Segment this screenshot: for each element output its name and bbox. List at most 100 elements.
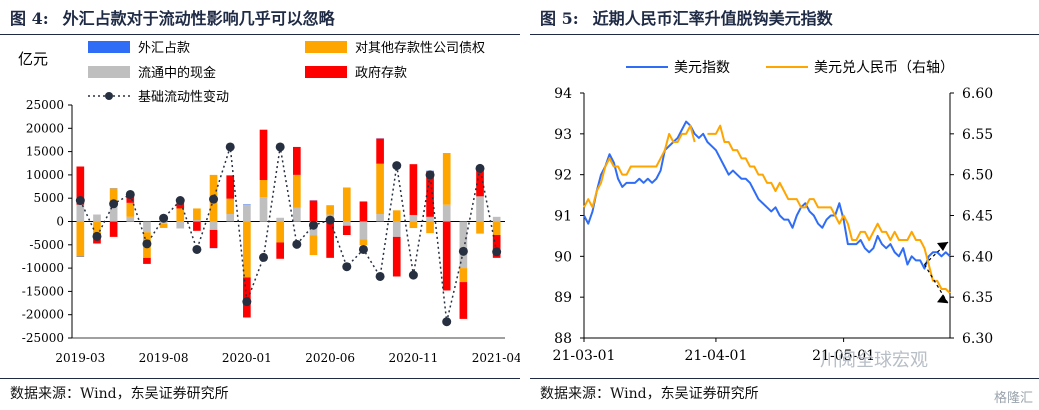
x-tick-label-0: 21-03-01 — [553, 348, 616, 364]
bar-fiscal-8 — [209, 229, 218, 249]
usdcny-line-segment-1 — [707, 124, 951, 294]
figure-4-bottom-rule — [0, 378, 520, 379]
bar-currency-22 — [442, 204, 451, 222]
bar-currency-10 — [243, 204, 251, 222]
bar-corp-bonds-2 — [109, 188, 118, 205]
bar-fiscal-9 — [226, 175, 235, 199]
left-y-tick-label-1: 89 — [554, 290, 572, 306]
bar-fiscal-18 — [376, 138, 384, 164]
base-liquidity-point-18 — [375, 271, 385, 281]
y-axis-unit-label: 亿元 — [18, 50, 48, 68]
bar-fiscal-19 — [392, 236, 401, 277]
base-liquidity-point-16 — [342, 262, 352, 272]
bar-corp-bonds-1 — [93, 221, 101, 234]
right-y-tick-label-3: 6.45 — [962, 209, 993, 225]
figure-4-number: 图 4: — [10, 9, 49, 28]
bar-corp-bonds-10 — [243, 221, 251, 278]
base-liquidity-point-9 — [225, 142, 235, 152]
bar-fiscal-0 — [76, 166, 85, 205]
bar-corp-bonds-20 — [409, 221, 418, 229]
base-liquidity-point-21 — [425, 170, 435, 180]
bar-currency-13 — [292, 207, 301, 222]
base-liquidity-point-14 — [308, 220, 318, 230]
bar-currency-11 — [259, 197, 268, 222]
bar-fiscal-24 — [476, 169, 484, 197]
left-y-tick-label-5: 93 — [554, 127, 572, 143]
bar-currency-16 — [342, 221, 351, 226]
y-tick-label-8: -15000 — [22, 284, 64, 298]
base-liquidity-point-8 — [209, 194, 219, 204]
bar-currency-21 — [426, 216, 434, 222]
bar-currency-24 — [476, 196, 484, 222]
legend-label-line: 基础流动性变动 — [138, 89, 229, 105]
base-liquidity-point-25 — [492, 247, 502, 257]
legend-swatch-line-dot — [105, 92, 113, 100]
bar-corp-bonds-6 — [176, 208, 185, 222]
bar-currency-1 — [93, 214, 101, 222]
bar-currency-8 — [209, 221, 218, 230]
bar-fiscal-20 — [409, 164, 418, 215]
y-tick-label-9: -20000 — [22, 308, 64, 322]
bar-corp-bonds-14 — [309, 235, 318, 256]
x-tick-label-0: 2019-03 — [55, 351, 105, 365]
bar-currency-19 — [392, 221, 401, 237]
bar-corp-bonds-11 — [259, 180, 268, 198]
bar-currency-23 — [459, 221, 468, 269]
base-liquidity-point-24 — [475, 163, 485, 173]
bar-corp-bonds-15 — [326, 205, 334, 215]
bar-currency-2 — [109, 204, 118, 222]
x-tick-label-2: 21-05-01 — [812, 348, 875, 364]
base-liquidity-point-7 — [192, 244, 202, 254]
base-liquidity-point-0 — [75, 196, 85, 206]
bar-corp-bonds-21 — [426, 221, 434, 234]
bar-corp-bonds-0 — [76, 221, 85, 257]
bar-currency-17 — [359, 221, 368, 240]
figure-4-title-text: 外汇占款对于流动性影响几乎可以忽略 — [62, 9, 335, 28]
figure-5-bottom-rule — [530, 378, 1039, 379]
usdcny-line-segment-0 — [583, 124, 696, 209]
y-tick-label-3: 10000 — [26, 168, 64, 182]
x-tick-label-1: 21-04-01 — [684, 348, 747, 364]
bar-fiscal-15 — [326, 221, 334, 258]
figure-5-title-text: 近期人民币汇率升值脱钩美元指数 — [592, 9, 833, 28]
legend-swatch-1 — [305, 41, 347, 53]
bar-currency-6 — [176, 221, 185, 229]
figure-4-title: 图 4: 外汇占款对于流动性影响几乎可以忽略 — [10, 6, 335, 32]
base-liquidity-point-1 — [92, 231, 102, 241]
bar-currency-18 — [376, 214, 384, 222]
base-liquidity-point-12 — [275, 142, 285, 152]
bar-fiscal-12 — [276, 242, 285, 259]
bar-corp-bonds-22 — [442, 152, 451, 205]
bar-currency-20 — [409, 214, 418, 222]
bar-fiscal-25 — [492, 235, 501, 258]
figure-4-top-rule — [0, 34, 520, 35]
bar-corp-bonds-9 — [226, 198, 235, 215]
left-y-tick-label-0: 88 — [554, 331, 572, 347]
bar-corp-bonds-19 — [392, 210, 401, 222]
watermark-corner: 格隆汇 — [993, 391, 1033, 406]
y-tick-label-7: -10000 — [22, 261, 64, 275]
x-tick-label-5: 2021-04 — [472, 351, 520, 365]
right-y-tick-label-6: 6.60 — [962, 86, 993, 102]
bar-fiscal-14 — [309, 200, 318, 222]
right-y-tick-label-1: 6.35 — [962, 290, 993, 306]
figure-5-title: 图 5: 近期人民币汇率升值脱钩美元指数 — [540, 6, 833, 32]
right-y-tick-label-5: 6.55 — [962, 127, 993, 143]
legend-label-usd-index: 美元指数 — [674, 60, 730, 76]
usd-index-line — [583, 120, 951, 270]
base-liquidity-point-13 — [292, 239, 302, 249]
figure-5-number: 图 5: — [540, 9, 579, 28]
legend-swatch-3 — [305, 66, 347, 78]
bar-fiscal-16 — [342, 225, 351, 236]
annotation-arrowhead-up — [937, 242, 948, 252]
base-liquidity-point-4 — [142, 239, 152, 249]
bar-fiscal-2 — [109, 221, 118, 237]
legend-label-3: 政府存款 — [355, 66, 407, 81]
bar-currency-9 — [226, 214, 235, 222]
left-y-tick-label-2: 90 — [554, 249, 572, 265]
y-tick-label-10: -25000 — [22, 331, 64, 345]
bar-corp-bonds-23 — [459, 268, 468, 283]
x-tick-label-2: 2020-01 — [222, 351, 272, 365]
x-tick-label-1: 2019-08 — [139, 351, 189, 365]
bar-currency-7 — [193, 220, 201, 222]
